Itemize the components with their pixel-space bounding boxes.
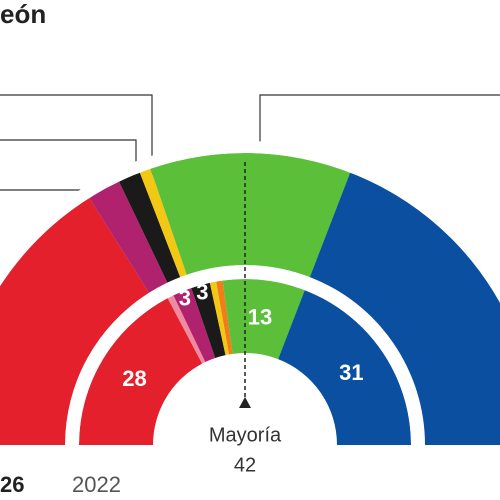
majority-value: 42 xyxy=(234,454,256,476)
seat-segment xyxy=(209,281,230,356)
seat-segment xyxy=(278,290,411,445)
seat-label: 3 xyxy=(196,280,208,305)
seat-segment xyxy=(309,172,500,445)
majority-marker xyxy=(239,397,251,408)
seat-label: 3 xyxy=(179,286,191,311)
ring-label: 2022 xyxy=(72,472,121,497)
seat-segment xyxy=(191,282,226,358)
leader-line xyxy=(0,94,153,172)
chart-title: eón xyxy=(0,0,46,29)
seat-segment xyxy=(150,152,351,278)
seat-segment xyxy=(139,168,187,278)
seat-segment xyxy=(79,298,203,445)
seat-segment xyxy=(216,280,233,355)
seat-label: 13 xyxy=(248,305,272,330)
leader-line xyxy=(259,94,500,162)
ring-gap xyxy=(0,141,500,303)
seat-segment xyxy=(222,279,305,360)
seat-segment xyxy=(89,181,168,293)
rings: 28 3 3 13 31 xyxy=(0,141,500,445)
seat-label: 31 xyxy=(339,360,363,385)
seat-segment xyxy=(173,287,216,363)
seat-segment xyxy=(167,295,206,364)
seat-segment xyxy=(0,197,150,445)
majority-label: Mayoría xyxy=(209,424,282,446)
ring-label: 26 xyxy=(0,472,24,497)
seat-segment xyxy=(119,172,181,283)
seat-label: 28 xyxy=(122,366,146,391)
